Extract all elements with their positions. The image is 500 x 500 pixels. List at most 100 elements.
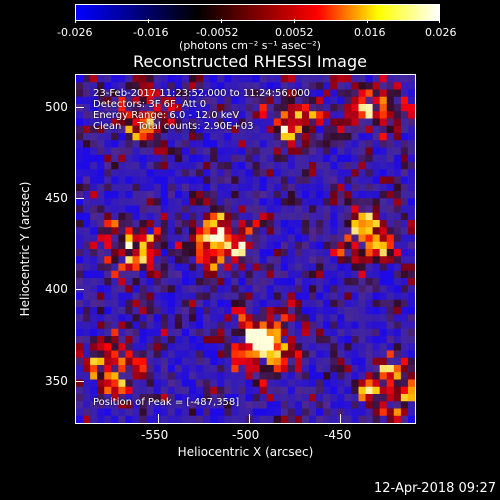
heatmap-cell: [231, 234, 239, 243]
heatmap-cell: [139, 401, 147, 409]
heatmap-cell: [280, 270, 289, 279]
heatmap-cell: [224, 350, 232, 359]
heatmap-cell: [125, 118, 133, 127]
heatmap-cell: [217, 241, 225, 250]
heatmap-cell: [132, 336, 140, 344]
heatmap-cell: [386, 169, 395, 177]
heatmap-cell: [160, 241, 169, 250]
heatmap-cell: [372, 249, 380, 257]
heatmap-cell: [316, 205, 324, 214]
heatmap-cell: [407, 350, 415, 359]
heatmap-cell: [330, 234, 338, 243]
heatmap-cell: [330, 256, 338, 264]
heatmap-cell: [238, 350, 246, 359]
heatmap-cell: [210, 169, 218, 177]
heatmap-cell: [330, 372, 338, 380]
heatmap-cell: [174, 96, 183, 105]
heatmap-cell: [196, 314, 204, 322]
heatmap-cell: [358, 270, 366, 279]
heatmap-cell: [125, 104, 133, 112]
heatmap-cell: [203, 285, 211, 293]
heatmap-cell: [90, 111, 98, 119]
heatmap-cell: [323, 111, 331, 119]
heatmap-cell: [146, 379, 154, 388]
heatmap-cell: [174, 365, 183, 373]
heatmap-cell: [400, 104, 409, 112]
heatmap-cell: [210, 343, 218, 351]
heatmap-cell: [203, 292, 211, 301]
heatmap-cell: [273, 357, 282, 366]
heatmap-cell: [330, 125, 338, 134]
heatmap-cell: [309, 394, 317, 402]
heatmap-cell: [294, 336, 303, 344]
heatmap-cell: [174, 278, 183, 286]
heatmap-cell: [372, 75, 380, 83]
heatmap-cell: [393, 299, 402, 308]
heatmap-cell: [231, 386, 239, 395]
heatmap-cell: [302, 140, 310, 148]
heatmap-cell: [266, 307, 275, 315]
heatmap-cell: [167, 162, 176, 170]
heatmap-cell: [245, 256, 253, 264]
heatmap-cell: [393, 212, 402, 221]
heatmap-cell: [372, 321, 380, 330]
heatmap-cell: [125, 350, 133, 359]
heatmap-cell: [245, 140, 253, 148]
heatmap-cell: [146, 307, 154, 315]
heatmap-cell: [351, 408, 359, 417]
heatmap-cell: [287, 191, 296, 199]
heatmap-cell: [259, 401, 267, 409]
heatmap-cell: [351, 249, 359, 257]
heatmap-cell: [365, 176, 373, 185]
heatmap-cell: [245, 176, 253, 185]
heatmap-cell: [160, 256, 169, 264]
heatmap-cell: [245, 270, 253, 279]
heatmap-cell: [210, 328, 218, 337]
heatmap-cell: [196, 415, 204, 423]
heatmap-cell: [167, 350, 176, 359]
heatmap-cell: [386, 140, 395, 148]
heatmap-cell: [294, 401, 303, 409]
heatmap-cell: [132, 270, 140, 279]
heatmap-cell: [196, 154, 204, 163]
heatmap-cell: [174, 241, 183, 250]
heatmap-cell: [400, 191, 409, 199]
heatmap-cell: [266, 263, 275, 272]
heatmap-cell: [245, 133, 253, 141]
heatmap-cell: [111, 386, 119, 395]
heatmap-cell: [111, 104, 119, 112]
info-line-counts: Clean Total counts: 2.90E+03: [93, 121, 254, 132]
heatmap-cell: [386, 394, 395, 402]
heatmap-cell: [309, 205, 317, 214]
heatmap-cell: [344, 256, 352, 264]
heatmap-cell: [344, 328, 352, 337]
heatmap-cell: [252, 234, 260, 243]
heatmap-cell: [90, 336, 98, 344]
heatmap-cell: [196, 386, 204, 395]
heatmap-cell: [132, 307, 140, 315]
heatmap-cell: [393, 336, 402, 344]
heatmap-cell: [316, 154, 324, 163]
heatmap-cell: [259, 104, 267, 112]
heatmap-cell: [153, 89, 162, 98]
heatmap-cell: [358, 357, 366, 366]
heatmap-cell: [132, 183, 140, 192]
heatmap-cell: [379, 89, 388, 98]
heatmap-cell: [160, 96, 169, 105]
heatmap-cell: [393, 89, 402, 98]
heatmap-cell: [196, 307, 204, 315]
heatmap-cell: [153, 278, 162, 286]
heatmap-cell: [210, 118, 218, 127]
heatmap-cell: [104, 299, 112, 308]
heatmap-cell: [146, 285, 154, 293]
colorbar: [75, 4, 440, 21]
heatmap-cell: [386, 357, 395, 366]
heatmap-cell: [344, 176, 352, 185]
heatmap-cell: [132, 299, 140, 308]
heatmap-cell: [97, 278, 105, 286]
heatmap-cell: [280, 96, 289, 105]
heatmap-cell: [111, 350, 119, 359]
heatmap-cell: [393, 249, 402, 257]
heatmap-cell: [174, 147, 183, 156]
heatmap-cell: [146, 169, 154, 177]
